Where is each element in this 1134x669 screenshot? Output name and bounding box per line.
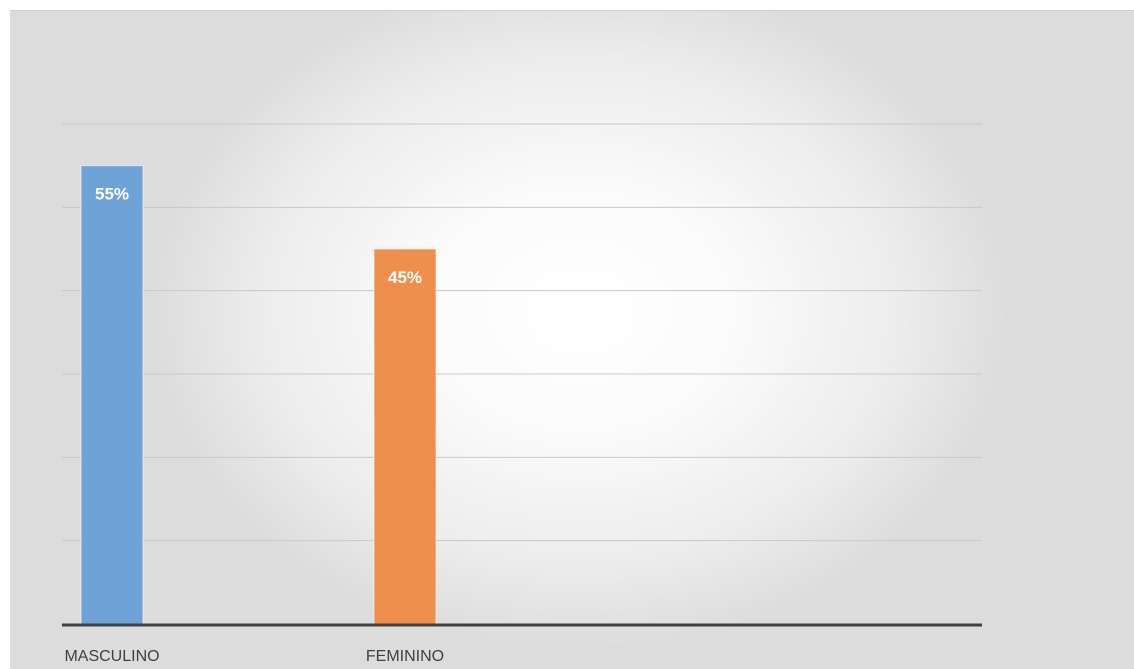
bar-masculino: [80, 165, 144, 625]
x-tick-label-masculino: MASCULINO: [64, 648, 159, 665]
data-label-feminino: 45%: [388, 268, 422, 287]
bar-feminino: [373, 248, 437, 625]
x-tick-label-feminino: FEMININO: [366, 648, 444, 665]
chart-area: [10, 10, 1134, 669]
data-label-masculino: 55%: [95, 185, 129, 204]
